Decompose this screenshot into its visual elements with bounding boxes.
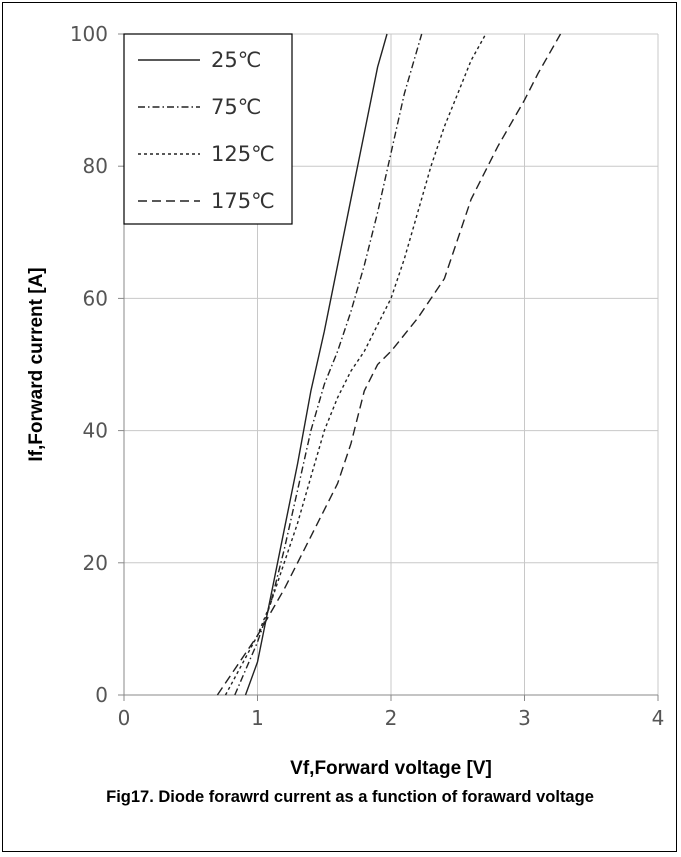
y-tick-label: 0 bbox=[95, 683, 108, 707]
x-axis-title: Vf,Forward voltage [V] bbox=[290, 758, 492, 779]
y-tick-label: 60 bbox=[83, 286, 108, 310]
figure-caption: Fig17. Diode forawrd current as a functi… bbox=[106, 788, 594, 806]
y-tick-label: 100 bbox=[70, 22, 108, 46]
x-tick-label: 1 bbox=[251, 706, 264, 730]
y-tick-label: 40 bbox=[83, 419, 108, 443]
x-tick-label: 3 bbox=[518, 706, 531, 730]
legend-label-2: 75℃ bbox=[211, 95, 261, 119]
y-axis-title: If,Forward current [A] bbox=[26, 267, 47, 461]
y-tick-label: 80 bbox=[83, 154, 108, 178]
y-tick-label: 20 bbox=[83, 551, 108, 575]
series-line-2 bbox=[234, 33, 423, 696]
series-line-1 bbox=[244, 33, 388, 696]
x-tick-label: 2 bbox=[385, 706, 398, 730]
legend-label-3: 125℃ bbox=[211, 142, 275, 166]
legend-box bbox=[123, 33, 293, 225]
x-tick-label: 4 bbox=[652, 706, 665, 730]
x-tick-label: 0 bbox=[118, 706, 131, 730]
legend-label-4: 175℃ bbox=[211, 189, 275, 213]
legend: 25℃ 75℃ 125℃ 175℃ bbox=[123, 33, 293, 225]
series-line-3 bbox=[224, 33, 487, 696]
legend-label-1: 25℃ bbox=[211, 48, 261, 72]
series-lines bbox=[216, 33, 562, 696]
